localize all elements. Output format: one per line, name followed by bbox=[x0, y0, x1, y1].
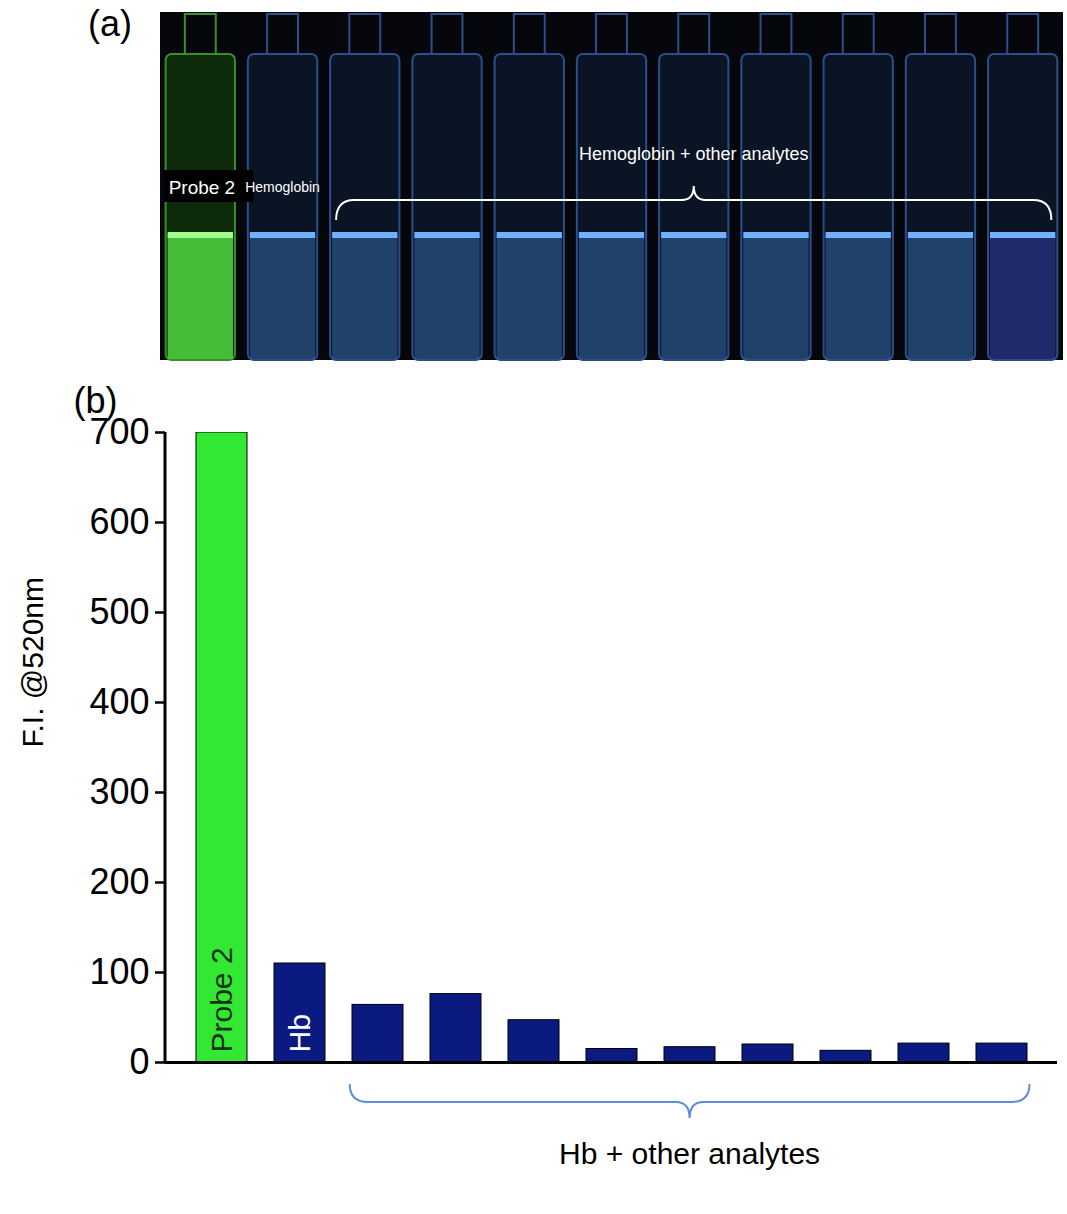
svg-text:0: 0 bbox=[129, 1041, 149, 1082]
svg-text:700: 700 bbox=[89, 411, 150, 452]
svg-text:Probe 2: Probe 2 bbox=[169, 177, 236, 198]
svg-text:Probe 2: Probe 2 bbox=[205, 947, 238, 1052]
svg-text:Hemoglobin + other analytes: Hemoglobin + other analytes bbox=[579, 144, 809, 164]
svg-text:F.I. @520nm: F.I. @520nm bbox=[16, 577, 49, 748]
svg-text:Hb + other analytes: Hb + other analytes bbox=[559, 1137, 820, 1170]
svg-text:500: 500 bbox=[89, 591, 149, 632]
svg-text:Hb: Hb bbox=[283, 1014, 316, 1052]
svg-text:600: 600 bbox=[89, 501, 149, 542]
svg-text:(b): (b) bbox=[74, 380, 118, 421]
svg-text:100: 100 bbox=[89, 951, 149, 992]
svg-text:300: 300 bbox=[89, 771, 149, 812]
svg-text:400: 400 bbox=[89, 681, 149, 722]
svg-text:Hemoglobin: Hemoglobin bbox=[245, 179, 320, 195]
svg-text:200: 200 bbox=[89, 861, 149, 902]
svg-text:(a): (a) bbox=[88, 3, 132, 44]
